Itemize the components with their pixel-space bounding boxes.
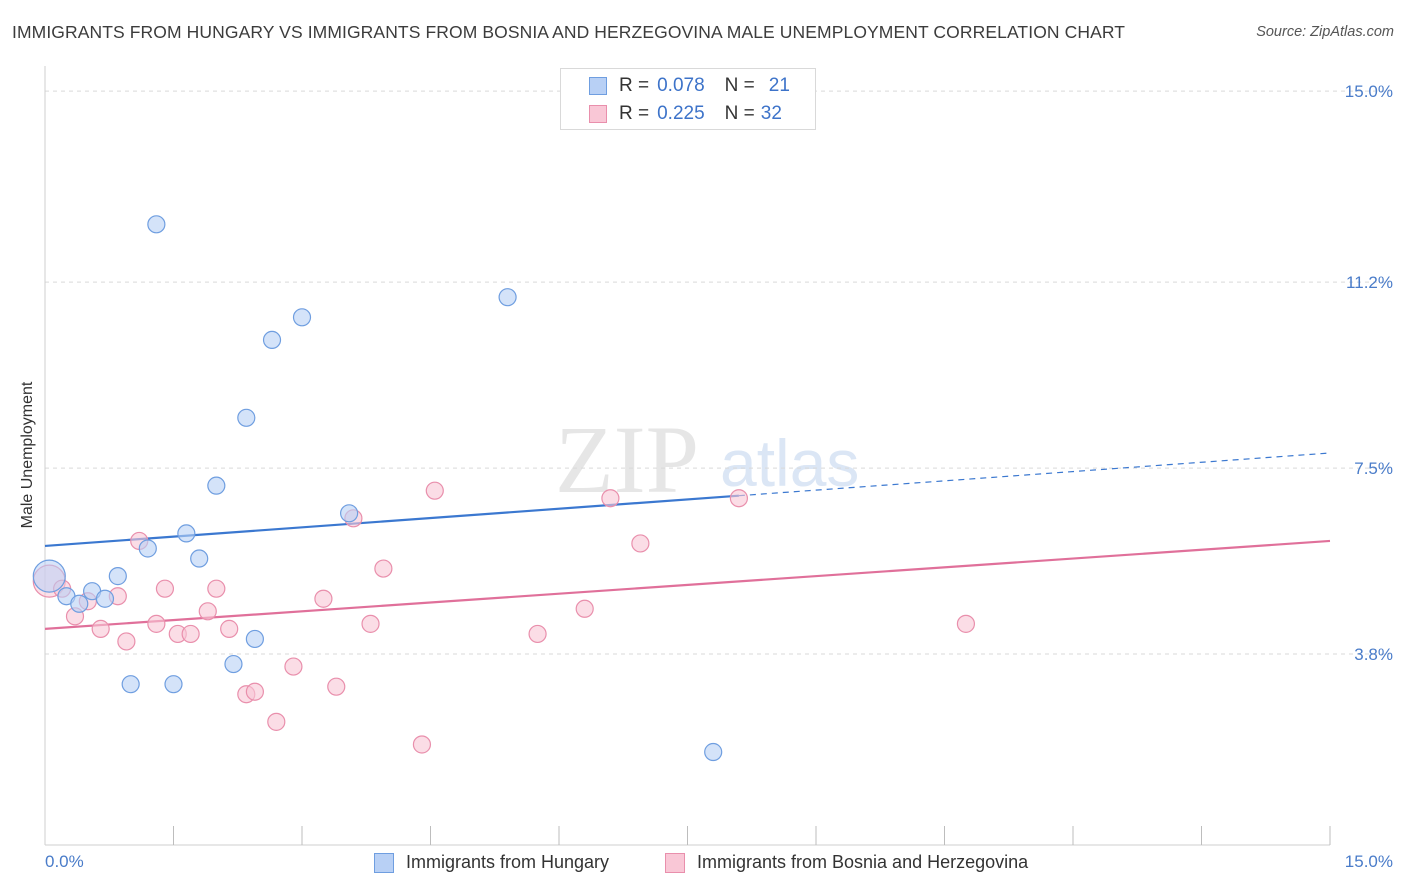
hungary-point bbox=[164, 675, 183, 694]
hungary-point bbox=[32, 559, 66, 593]
hungary-trend-line bbox=[44, 494, 739, 548]
bosnia-point bbox=[956, 614, 976, 633]
legend-n-label: N = bbox=[724, 75, 755, 96]
bosnia-point bbox=[147, 614, 166, 633]
watermark: ZIP atlas bbox=[555, 406, 859, 513]
legend-r-value: 0.225 bbox=[657, 103, 705, 124]
bosnia-point bbox=[374, 559, 393, 578]
bosnia-point bbox=[601, 489, 620, 508]
hungary-point bbox=[177, 524, 196, 543]
bosnia-point bbox=[155, 579, 175, 598]
legend-n-value: 21 bbox=[768, 75, 790, 96]
y-tick-label: 15.0% bbox=[1345, 82, 1393, 101]
bosnia-point bbox=[631, 534, 650, 553]
bosnia-swatch bbox=[589, 105, 607, 123]
y-tick-labels: 3.8% 7.5% 11.2% 15.0% bbox=[1345, 82, 1393, 664]
bosnia-point bbox=[207, 579, 226, 598]
bosnia-point bbox=[575, 599, 594, 618]
bosnia-point bbox=[267, 712, 286, 731]
hungary-point bbox=[262, 330, 282, 350]
x-ticks bbox=[173, 826, 1331, 845]
hungary-point bbox=[224, 654, 243, 674]
bosnia-point bbox=[528, 624, 547, 644]
legend-n-label: N = bbox=[724, 103, 755, 124]
bosnia-point bbox=[327, 677, 346, 696]
chart-title: IMMIGRANTS FROM HUNGARY VS IMMIGRANTS FR… bbox=[12, 22, 1126, 42]
hungary-point bbox=[498, 288, 517, 307]
hungary-legend-swatch bbox=[374, 852, 394, 873]
hungary-point bbox=[245, 629, 264, 649]
x-tick-label-max: 15.0% bbox=[1344, 852, 1393, 871]
watermark-atlas: atlas bbox=[720, 426, 859, 500]
hungary-point bbox=[237, 408, 256, 427]
series-legend: Immigrants from Hungary Immigrants from … bbox=[0, 852, 1406, 878]
bosnia-point bbox=[91, 619, 110, 638]
hungary-point bbox=[190, 549, 209, 568]
bosnia-point bbox=[284, 657, 303, 676]
legend-n-value: 32 bbox=[760, 103, 782, 124]
bosnia-point bbox=[117, 632, 136, 651]
legend-r-value: 0.078 bbox=[657, 75, 705, 96]
y-tick-label: 11.2% bbox=[1346, 273, 1393, 292]
hungary-point bbox=[138, 539, 157, 558]
hungary-point bbox=[207, 476, 226, 495]
bosnia-point bbox=[181, 624, 200, 644]
hungary-point bbox=[704, 742, 723, 762]
y-tick-label: 3.8% bbox=[1354, 645, 1393, 664]
bosnia-point bbox=[314, 589, 333, 608]
bosnia-point bbox=[412, 735, 432, 754]
hungary-point bbox=[70, 594, 89, 613]
legend-row-hungary: R = 0.078 N = 21 bbox=[561, 72, 815, 100]
trend-lines bbox=[44, 452, 1331, 630]
legend-item-hungary-label: Immigrants from Hungary bbox=[406, 852, 610, 872]
legend-item-bosnia: Immigrants from Bosnia and Herzegovina bbox=[665, 852, 1028, 873]
x-tick-label-min: 0.0% bbox=[45, 852, 84, 871]
legend-r-label: R = bbox=[619, 75, 650, 96]
bosnia-point bbox=[729, 489, 749, 508]
bosnia-point bbox=[198, 602, 217, 621]
bosnia-point bbox=[245, 682, 264, 701]
bosnia-point bbox=[425, 481, 444, 500]
legend-r-label: R = bbox=[619, 103, 650, 124]
bosnia-trend-line bbox=[44, 539, 1331, 630]
hungary-point bbox=[121, 675, 140, 694]
hungary-point bbox=[147, 215, 166, 234]
hungary-point bbox=[108, 567, 127, 586]
watermark-zip: ZIP bbox=[555, 406, 699, 513]
bosnia-point bbox=[361, 614, 380, 633]
hungary-point bbox=[340, 504, 359, 523]
bosnia-legend-swatch bbox=[665, 852, 685, 873]
source-text: Source: ZipAtlas.com bbox=[1256, 24, 1394, 40]
legend-item-hungary: Immigrants from Hungary bbox=[374, 852, 609, 873]
bosnia-point bbox=[220, 619, 239, 638]
hungary-swatch bbox=[589, 77, 607, 95]
hungary-point bbox=[292, 308, 312, 327]
legend-row-bosnia: R = 0.225 N = 32 bbox=[561, 100, 815, 128]
data-points bbox=[32, 215, 976, 762]
legend-item-bosnia-label: Immigrants from Bosnia and Herzegovina bbox=[697, 852, 1029, 872]
hungary-point bbox=[95, 589, 115, 608]
y-tick-label: 7.5% bbox=[1354, 459, 1393, 478]
grid bbox=[45, 90, 1390, 655]
correlation-legend: R = 0.078 N = 21 R = 0.225 N = 32 bbox=[560, 68, 816, 130]
